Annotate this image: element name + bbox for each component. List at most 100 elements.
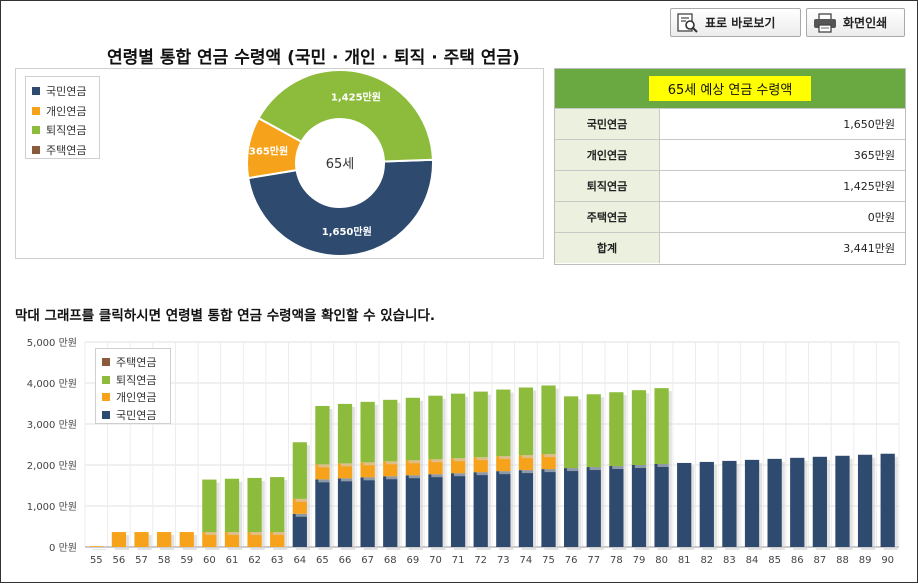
summary-header-text: 65세 예상 연금 수령액 [648, 76, 812, 101]
bar-segment[interactable] [541, 454, 556, 470]
bar-segment[interactable] [270, 532, 285, 547]
legend-label: 퇴직연금 [46, 124, 87, 137]
bar-segment[interactable] [202, 479, 217, 533]
legend-item[interactable]: 개인연금 [102, 389, 156, 405]
donut-slice-label: 1,425만원 [331, 90, 381, 103]
bar-segment[interactable] [247, 532, 262, 547]
summary-row: 개인연금 365만원 [555, 139, 905, 170]
bar-segment[interactable] [473, 472, 488, 547]
print-button[interactable]: 화면인쇄 [806, 8, 905, 37]
bar-segment[interactable] [224, 478, 240, 533]
bar-segment[interactable] [405, 475, 420, 547]
bar-segment[interactable] [654, 463, 669, 547]
bar-segment[interactable] [631, 465, 647, 547]
legend-item[interactable]: 국민연금 [32, 83, 86, 99]
y-tick-label: 0 만원 [49, 542, 77, 554]
bar-segment[interactable] [337, 403, 353, 464]
bar-segment[interactable] [450, 473, 466, 547]
bar-segment[interactable] [518, 455, 534, 471]
bar-segment[interactable] [179, 532, 194, 547]
legend-item[interactable]: 퇴직연금 [102, 372, 156, 388]
bar-segment[interactable] [315, 405, 330, 465]
bar-segment[interactable] [473, 457, 488, 473]
bar-segment[interactable] [383, 399, 398, 462]
bar-segment[interactable] [292, 513, 307, 547]
bar-segment[interactable] [270, 477, 285, 533]
bar-segment[interactable] [360, 477, 375, 547]
bar-segment[interactable] [360, 401, 375, 463]
y-tick-label: 5,000 만원 [27, 337, 77, 349]
bar-segment[interactable] [722, 460, 737, 547]
legend-item[interactable]: 주택연금 [102, 354, 156, 370]
summary-header: 65세 예상 연금 수령액 [555, 69, 905, 108]
bar-segment[interactable] [450, 458, 466, 474]
legend-label: 국민연금 [116, 408, 157, 422]
bar-segment[interactable] [609, 392, 624, 467]
donut-slice[interactable] [247, 158, 434, 257]
bar-segment[interactable] [609, 466, 624, 547]
bar-segment[interactable] [405, 460, 420, 476]
x-tick-label: 90 [881, 555, 894, 566]
x-tick-label: 82 [700, 555, 713, 566]
bar-segment[interactable] [360, 462, 375, 478]
bar-segment[interactable] [292, 442, 307, 499]
bar-segment[interactable] [337, 463, 353, 479]
bar-segment[interactable] [157, 532, 172, 547]
bar-segment[interactable] [496, 389, 511, 457]
bar-segment[interactable] [383, 476, 398, 547]
bar-segment[interactable] [812, 456, 827, 547]
bar-segment[interactable] [677, 462, 692, 547]
bar-segment[interactable] [111, 532, 127, 547]
bar-segment[interactable] [315, 479, 330, 547]
bar-segment[interactable] [880, 453, 895, 547]
bar-segment[interactable] [541, 469, 556, 547]
bar-segment[interactable] [134, 532, 149, 547]
bar-segment[interactable] [541, 385, 556, 455]
bar-segment[interactable] [292, 498, 307, 514]
legend-item[interactable]: 개인연금 [32, 103, 86, 119]
bar-segment[interactable] [247, 477, 262, 533]
bar-segment[interactable] [337, 478, 353, 547]
bar-segment[interactable] [654, 388, 669, 464]
legend-item[interactable]: 국민연금 [102, 407, 156, 423]
bar-segment[interactable] [518, 387, 534, 456]
bar-segment[interactable] [383, 461, 398, 477]
bar-segment[interactable] [428, 395, 443, 460]
bar-segment[interactable] [496, 471, 511, 547]
bar-segment[interactable] [744, 459, 760, 547]
bar-segment[interactable] [473, 391, 488, 458]
summary-row-value: 3,441만원 [843, 242, 895, 255]
bar-segment[interactable] [89, 546, 104, 547]
table-view-button[interactable]: 표로 바로보기 [670, 8, 801, 37]
bar-segment[interactable] [224, 532, 240, 547]
bar-segment[interactable] [518, 470, 534, 547]
bar-segment[interactable] [699, 461, 714, 547]
bar-segment[interactable] [564, 468, 579, 547]
donut-center-label: 65세 [326, 157, 355, 172]
bar-segment[interactable] [564, 396, 579, 469]
donut-slice[interactable] [257, 69, 434, 163]
bar-segment[interactable] [767, 458, 782, 547]
legend-item[interactable]: 주택연금 [32, 142, 86, 158]
bar-segment[interactable] [586, 394, 601, 468]
donut-chart: 1,650만원 365만원 1,425만원 65세 [246, 69, 434, 257]
bar-segment[interactable] [428, 459, 443, 475]
bar-segment[interactable] [857, 454, 873, 547]
bar-segment[interactable] [202, 532, 217, 547]
bar-segment[interactable] [428, 474, 443, 547]
bar-segment[interactable] [450, 393, 466, 459]
bar-segment[interactable] [405, 397, 420, 461]
x-tick-label: 71 [452, 555, 465, 566]
bar-segment[interactable] [835, 455, 850, 547]
legend-item[interactable]: 퇴직연금 [32, 122, 86, 138]
bar-segment[interactable] [315, 464, 330, 480]
bar-segment[interactable] [496, 456, 511, 472]
x-tick-label: 56 [113, 555, 126, 566]
x-tick-label: 61 [226, 555, 239, 566]
bar-segment[interactable] [586, 467, 601, 547]
bar-segment[interactable] [631, 390, 647, 465]
bar-segment[interactable] [790, 457, 805, 547]
x-tick-label: 68 [384, 555, 397, 566]
bar-shadow [92, 549, 107, 550]
